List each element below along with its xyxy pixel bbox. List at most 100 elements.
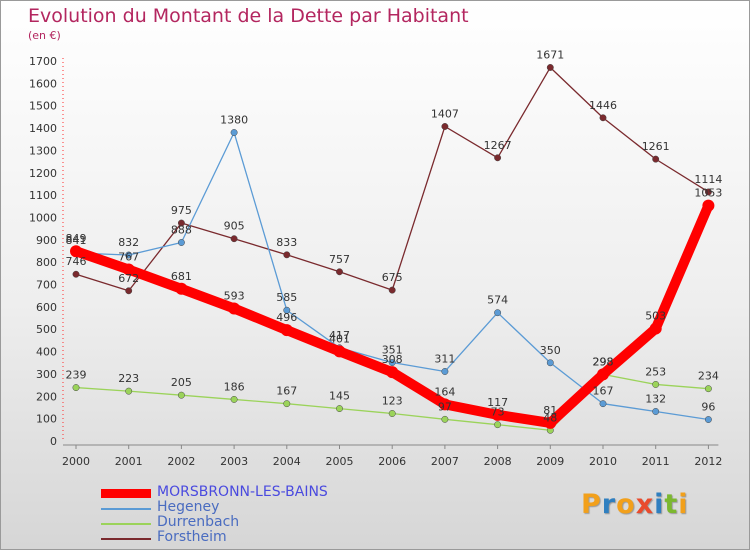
- data-point-hegeney: [441, 368, 449, 375]
- data-label-durrenbach: 145: [329, 390, 350, 403]
- data-point-forstheim: [546, 64, 554, 71]
- data-label-morsbronn-les-bains: 767: [118, 251, 139, 264]
- data-point-morsbronn-les-bains: [491, 408, 504, 421]
- y-tick-label: 300: [36, 368, 57, 381]
- data-label-forstheim: 675: [382, 271, 403, 284]
- data-point-hegeney: [125, 251, 133, 259]
- data-label-hegeney: 167: [593, 385, 614, 398]
- y-tick-label: 800: [36, 256, 57, 269]
- data-label-hegeney: 350: [540, 344, 561, 357]
- data-point-durrenbach: [704, 385, 712, 393]
- data-point-morsbronn-les-bains: [333, 345, 346, 358]
- data-point-morsbronn-les-bains: [386, 366, 399, 379]
- data-point-forstheim: [177, 219, 185, 227]
- data-label-forstheim: 672: [118, 272, 139, 285]
- y-tick-label: 700: [36, 279, 57, 292]
- data-label-durrenbach: 298: [593, 355, 614, 368]
- x-tick-label: 2000: [62, 455, 90, 468]
- data-point-morsbronn-les-bains: [228, 302, 241, 315]
- data-label-durrenbach: 123: [382, 395, 403, 408]
- data-label-hegeney: 417: [329, 329, 350, 342]
- data-point-durrenbach: [283, 400, 291, 408]
- x-tick-label: 2002: [167, 455, 195, 468]
- data-point-hegeney: [546, 359, 554, 367]
- data-label-forstheim: 1267: [484, 139, 512, 152]
- data-label-morsbronn-les-bains: 298: [593, 355, 614, 368]
- data-point-hegeney: [494, 309, 502, 317]
- data-label-hegeney: 832: [118, 236, 139, 249]
- y-tick-label: 600: [36, 301, 57, 314]
- data-point-hegeney: [177, 239, 185, 246]
- y-tick-label: 1300: [29, 144, 57, 157]
- data-label-hegeney: 841: [66, 234, 87, 247]
- data-point-morsbronn-les-bains: [702, 199, 715, 212]
- data-label-forstheim: 905: [224, 220, 245, 233]
- logo-letter: r: [601, 489, 617, 520]
- data-label-hegeney: 1380: [220, 114, 248, 127]
- data-point-morsbronn-les-bains: [70, 245, 82, 258]
- data-label-hegeney: 351: [382, 344, 403, 357]
- data-point-forstheim: [652, 155, 660, 163]
- legend-swatch: [101, 508, 151, 510]
- x-tick-label: 2006: [378, 455, 406, 468]
- data-label-morsbronn-les-bains: 681: [171, 270, 192, 283]
- data-label-forstheim: 1446: [589, 99, 617, 112]
- data-point-morsbronn-les-bains: [438, 398, 451, 411]
- x-tick-label: 2007: [431, 455, 459, 468]
- logo-letter: P: [581, 489, 602, 520]
- data-label-forstheim: 1261: [642, 140, 670, 153]
- data-label-morsbronn-les-bains: 503: [645, 310, 666, 323]
- y-tick-label: 1200: [29, 167, 57, 180]
- logo-letter: i: [678, 489, 689, 520]
- x-tick-label: 2004: [273, 455, 301, 468]
- y-tick-label: 1700: [29, 55, 57, 68]
- legend-label: Hegeney: [157, 499, 220, 515]
- y-tick-label: 1500: [29, 100, 57, 113]
- data-point-forstheim: [283, 251, 291, 259]
- data-point-forstheim: [72, 270, 80, 278]
- data-label-durrenbach: 223: [118, 372, 139, 385]
- data-label-hegeney: 132: [645, 392, 666, 405]
- legend-item: Durrenbach: [101, 514, 421, 531]
- legend-label: Durrenbach: [157, 514, 240, 530]
- data-label-forstheim: 746: [66, 255, 87, 268]
- legend: MORSBRONN-LES-BAINS Hegeney Durrenbach Fors…: [101, 484, 421, 546]
- data-label-durrenbach: 234: [698, 370, 719, 383]
- chart-title: Evolution du Montant de la Dette par Hab…: [28, 5, 469, 27]
- x-tick-label: 2003: [220, 455, 248, 468]
- data-point-hegeney: [388, 359, 396, 366]
- x-tick-label: 2005: [326, 455, 354, 468]
- data-label-durrenbach: 253: [645, 365, 666, 378]
- data-point-durrenbach: [230, 395, 238, 403]
- legend-item: Forstheim: [101, 529, 421, 546]
- legend-item: Hegeney: [101, 499, 421, 516]
- data-point-forstheim: [599, 114, 607, 122]
- data-label-durrenbach: 239: [66, 369, 87, 382]
- data-point-hegeney: [283, 306, 291, 314]
- data-label-forstheim: 1671: [536, 48, 564, 61]
- legend-label: MORSBRONN-LES-BAINS: [157, 484, 328, 500]
- data-point-durrenbach: [494, 421, 502, 429]
- legend-swatch: [101, 523, 151, 525]
- data-point-hegeney: [230, 129, 238, 136]
- data-label-forstheim: 975: [171, 204, 192, 217]
- x-tick-label: 2001: [115, 455, 143, 468]
- data-point-forstheim: [441, 123, 449, 130]
- data-point-durrenbach: [125, 387, 133, 395]
- data-label-forstheim: 757: [329, 253, 350, 266]
- data-point-forstheim: [494, 154, 502, 162]
- logo-letter: x: [635, 489, 655, 520]
- data-point-morsbronn-les-bains: [122, 263, 135, 276]
- data-label-morsbronn-les-bains: 308: [382, 353, 403, 366]
- data-label-durrenbach: 97: [438, 400, 452, 413]
- data-label-forstheim: 1407: [431, 107, 459, 120]
- y-tick-label: 0: [50, 435, 57, 448]
- data-label-durrenbach: 48: [543, 411, 557, 424]
- data-label-hegeney: 96: [701, 401, 715, 414]
- data-label-morsbronn-les-bains: 117: [487, 396, 508, 409]
- series-line-morsbronn-les-bains: [71, 200, 714, 428]
- x-tick-label: 2011: [642, 455, 670, 468]
- data-point-durrenbach: [336, 405, 343, 413]
- proxiti-logo: Proxiti: [581, 489, 689, 520]
